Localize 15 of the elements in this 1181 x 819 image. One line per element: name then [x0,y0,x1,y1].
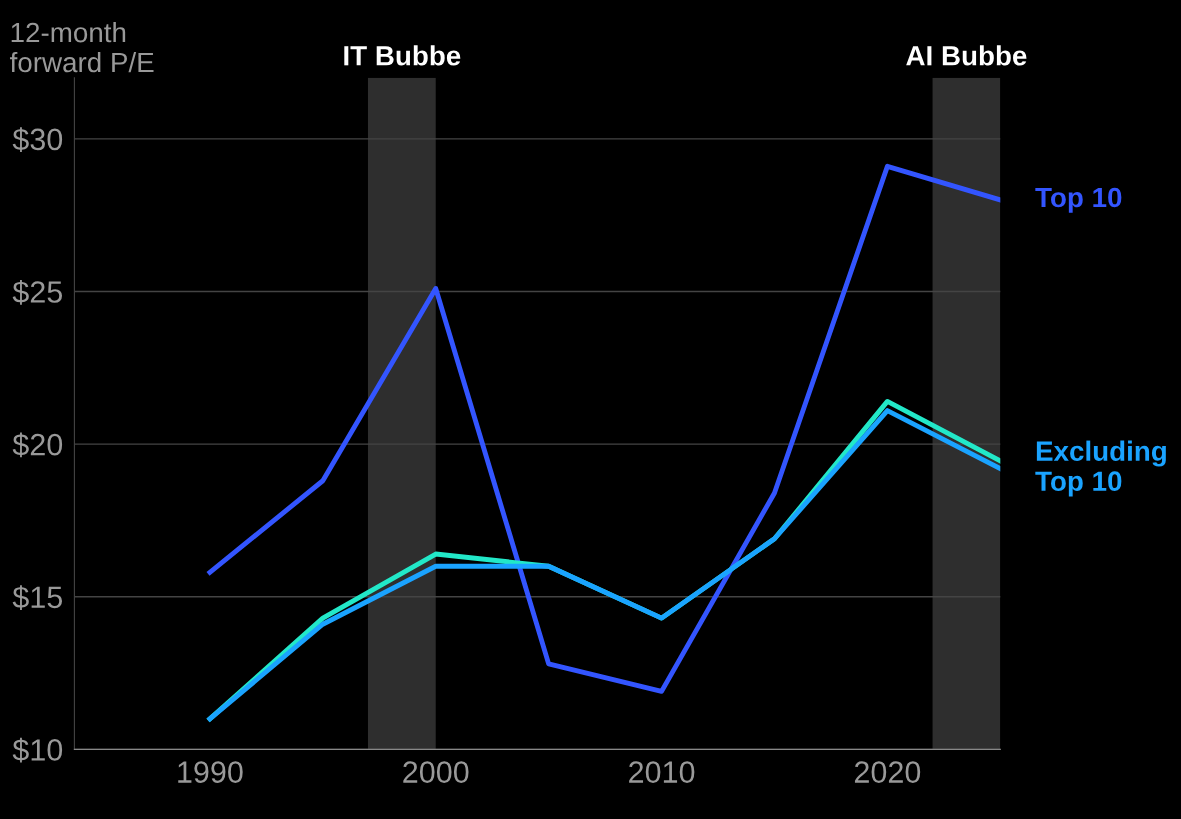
y-tick-label: $30 [12,127,63,153]
line-series [207,163,1001,694]
y-tick-label: $10 [12,737,63,763]
x-tick-label: 2020 [854,761,921,783]
x-tick-label: 1990 [178,761,243,783]
y-tick-label: $15 [12,585,63,610]
y-tick-label: $25 [12,279,63,305]
series-label: Excluding Top 10 [1035,440,1166,497]
x-tick-label: 2010 [629,761,695,783]
band-label: AI Bubbe [906,45,1027,66]
y-axis-title: 12-month forward P/E [9,21,154,73]
y-tick-label: $20 [12,432,63,458]
x-tick-label: 2000 [403,761,469,783]
band-label: IT Bubbe [344,45,461,66]
series-label: Top 10 [1035,187,1122,213]
